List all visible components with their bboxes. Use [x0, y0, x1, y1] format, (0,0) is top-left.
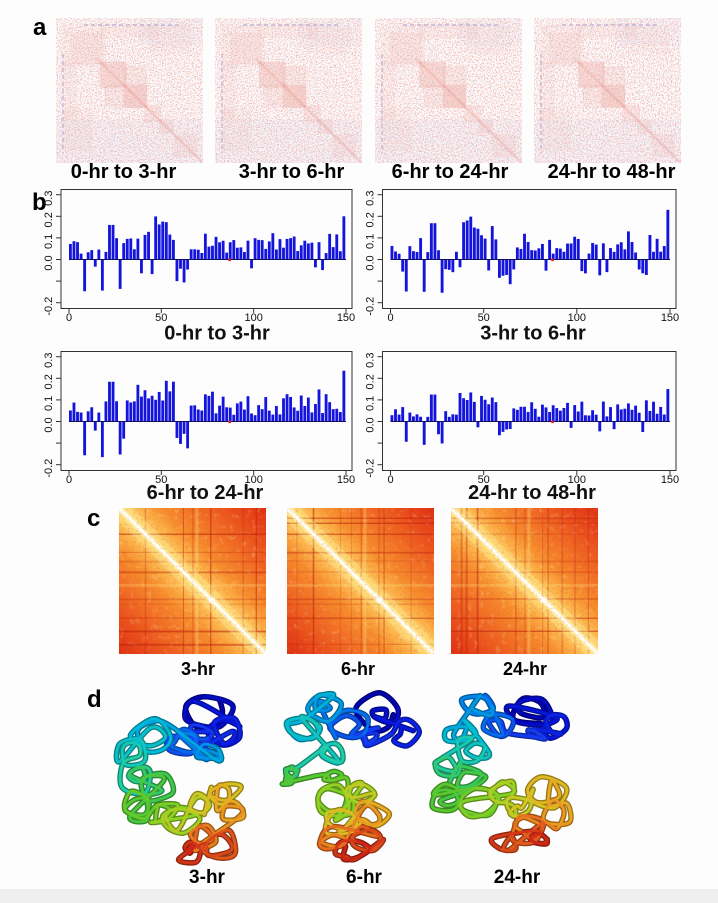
svg-text:0.0: 0.0	[43, 255, 55, 270]
svg-text:150: 150	[337, 474, 355, 486]
svg-text:0.2: 0.2	[365, 374, 377, 389]
svg-text:0: 0	[66, 312, 72, 324]
svg-text:100: 100	[245, 474, 263, 486]
svg-text:0: 0	[66, 474, 72, 486]
svg-text:0.3: 0.3	[365, 191, 377, 206]
svg-text:6-hr to 24-hr: 6-hr to 24-hr	[147, 482, 264, 504]
svg-text:0.2: 0.2	[365, 212, 377, 227]
svg-text:0.0: 0.0	[365, 255, 377, 270]
svg-text:0.3: 0.3	[365, 353, 377, 368]
svg-text:0: 0	[387, 312, 393, 324]
svg-text:-0.2: -0.2	[43, 459, 55, 478]
svg-text:0.1: 0.1	[43, 396, 55, 411]
svg-text:0.2: 0.2	[43, 212, 55, 227]
svg-text:0.3: 0.3	[43, 353, 55, 368]
svg-text:50: 50	[155, 474, 167, 486]
svg-text:-0.2: -0.2	[43, 297, 55, 316]
svg-text:150: 150	[661, 312, 679, 324]
svg-text:100: 100	[568, 474, 586, 486]
svg-text:150: 150	[337, 312, 355, 324]
svg-text:0-hr to 3-hr: 0-hr to 3-hr	[164, 323, 270, 345]
svg-text:0.1: 0.1	[365, 396, 377, 411]
svg-text:3-hr to 6-hr: 3-hr to 6-hr	[480, 323, 586, 345]
svg-text:0.1: 0.1	[365, 234, 377, 249]
svg-text:-0.2: -0.2	[365, 459, 377, 478]
svg-text:100: 100	[568, 312, 586, 324]
svg-text:0.3: 0.3	[43, 191, 55, 206]
svg-text:0.0: 0.0	[43, 417, 55, 432]
svg-text:24-hr to 48-hr: 24-hr to 48-hr	[468, 482, 596, 504]
svg-text:50: 50	[478, 474, 490, 486]
svg-text:0.1: 0.1	[43, 234, 55, 249]
svg-text:0.0: 0.0	[365, 417, 377, 432]
svg-text:0: 0	[387, 474, 393, 486]
svg-text:-0.2: -0.2	[365, 297, 377, 316]
svg-text:50: 50	[478, 312, 490, 324]
svg-text:100: 100	[245, 312, 263, 324]
svg-text:0.2: 0.2	[43, 374, 55, 389]
svg-text:50: 50	[155, 312, 167, 324]
svg-text:150: 150	[661, 474, 679, 486]
